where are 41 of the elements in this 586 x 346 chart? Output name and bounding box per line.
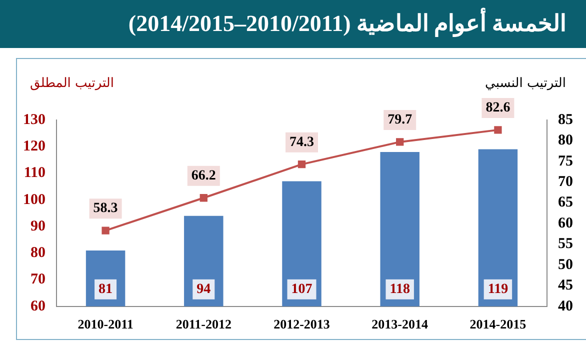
data-label: 94 bbox=[196, 282, 211, 298]
point bbox=[102, 226, 110, 234]
data-label: 119 bbox=[488, 282, 508, 298]
data-label: 81 bbox=[98, 282, 113, 298]
y2-tick-label: 65 bbox=[558, 194, 573, 211]
chart-title: الخمسة أعوام الماضية (2010/2011–2014/2015) bbox=[0, 0, 586, 48]
y-tick-label: 80 bbox=[30, 245, 46, 262]
y2-tick-label: 70 bbox=[558, 174, 573, 190]
data-label: 58.3 bbox=[93, 201, 118, 216]
data-label: 82.6 bbox=[486, 100, 510, 116]
point bbox=[298, 160, 306, 168]
y-tick-label: 130 bbox=[23, 112, 46, 128]
point bbox=[200, 194, 208, 202]
y-tick-label: 70 bbox=[30, 272, 46, 288]
y2-tick-label: 80 bbox=[558, 132, 573, 149]
y2-tick-label: 45 bbox=[558, 278, 573, 294]
y-tick-label: 60 bbox=[30, 298, 46, 314]
data-label: 66.2 bbox=[191, 168, 216, 184]
data-label: 74.3 bbox=[290, 134, 314, 150]
data-label: 107 bbox=[291, 282, 312, 298]
y-axis-title: الترتيب المطلق bbox=[30, 76, 114, 91]
y2-tick-label: 50 bbox=[558, 256, 573, 273]
y2-tick-label: 40 bbox=[558, 298, 573, 314]
data-label: 118 bbox=[390, 282, 410, 298]
y-tick-label: 100 bbox=[23, 192, 46, 208]
x-tick-label: 2011-2012 bbox=[176, 316, 232, 332]
x-tick-label: 2012-2013 bbox=[274, 316, 330, 332]
y2-axis-title: الترتيب النسبي bbox=[485, 76, 566, 91]
x-tick-label: 2014-2015 bbox=[470, 316, 527, 332]
point bbox=[396, 138, 404, 146]
x-tick-label: 2010-2011 bbox=[78, 316, 134, 332]
y-tick-label: 110 bbox=[24, 165, 46, 182]
y2-tick-label: 75 bbox=[558, 153, 573, 170]
data-label: 79.7 bbox=[388, 112, 412, 128]
y-tick-label: 120 bbox=[23, 138, 46, 155]
y2-tick-label: 60 bbox=[558, 215, 573, 232]
point bbox=[494, 126, 502, 134]
y2-tick-label: 55 bbox=[558, 236, 573, 252]
x-tick-label: 2013-2014 bbox=[372, 316, 429, 332]
y-tick-label: 90 bbox=[30, 218, 46, 234]
y2-tick-label: 85 bbox=[558, 112, 573, 128]
